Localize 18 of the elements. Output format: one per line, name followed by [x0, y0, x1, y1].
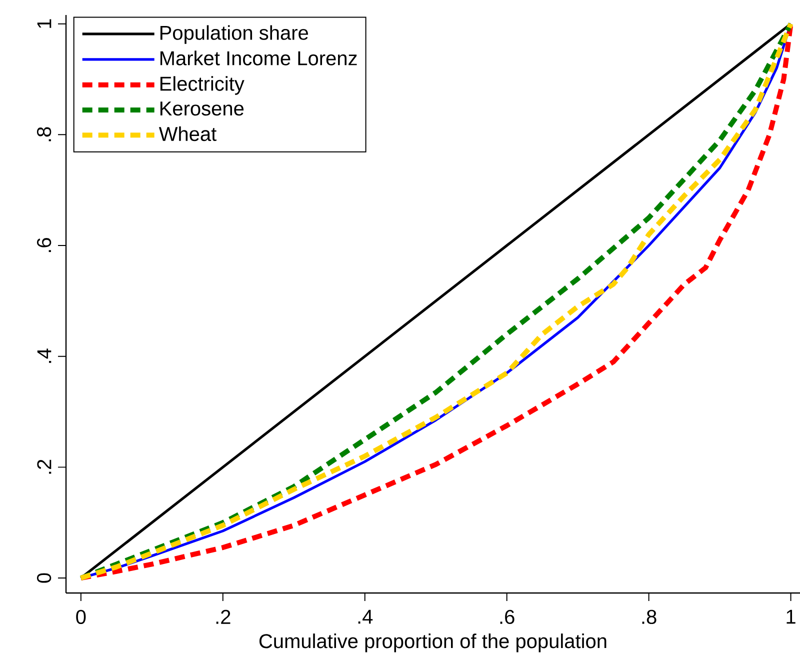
x-tick-label: 0 — [76, 610, 86, 624]
y-tick-label: 1 — [37, 19, 52, 28]
legend-label: Wheat — [158, 126, 216, 142]
x-tick-label: .8 — [642, 610, 656, 624]
legend-label: Market Income Lorenz — [160, 50, 357, 66]
x-tick-label: .2 — [216, 610, 230, 624]
legend-label: Population share — [160, 25, 308, 44]
y-tick-label: .2 — [37, 460, 52, 474]
y-tick-label: .8 — [36, 127, 52, 142]
x-axis-title: Cumulative proportion of the population — [259, 634, 606, 652]
y-tick-label: 0 — [36, 573, 52, 583]
y-tick-label: .6 — [36, 238, 52, 252]
y-tick-label: .4 — [37, 348, 52, 363]
legend-label: Kerosene — [160, 102, 244, 116]
x-tick-label: 1 — [786, 610, 796, 624]
x-tick-label: .6 — [500, 610, 514, 624]
x-tick-label: .4 — [358, 610, 373, 624]
legend-label: Electricity — [160, 76, 244, 95]
